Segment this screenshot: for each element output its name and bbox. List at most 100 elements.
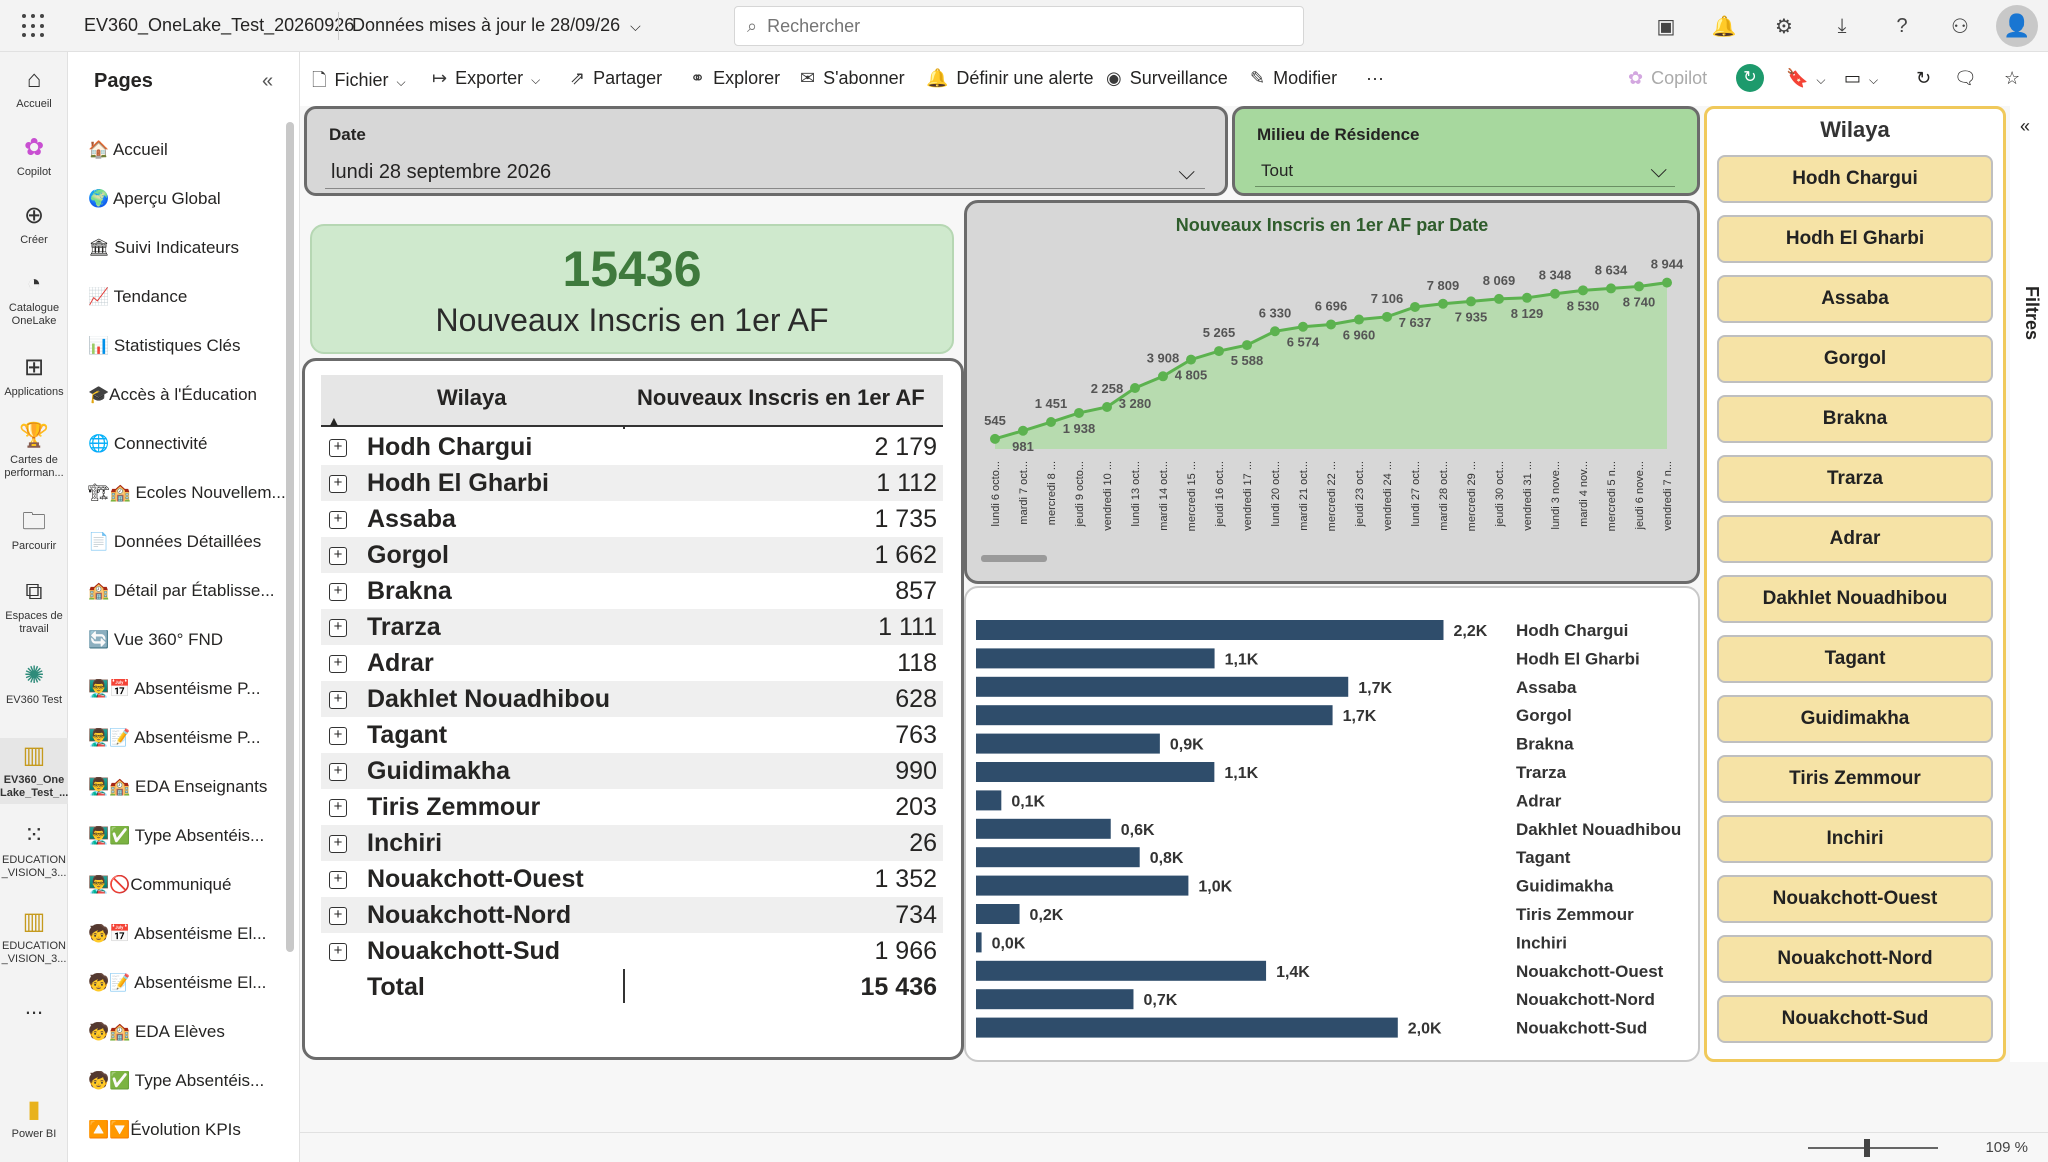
wilaya-button[interactable]: Guidimakha [1717,695,1993,743]
table-row[interactable]: + Inchiri 26 [321,825,943,861]
nav-copilot[interactable]: ✿ Copilot [0,134,68,179]
wilaya-button[interactable]: Trarza [1717,455,1993,503]
bar[interactable] [976,620,1444,640]
page-item[interactable]: 👨‍🏫🚫Communiqué [88,875,232,894]
alert-button[interactable]: 🔔 Définir une alerte [926,68,1094,89]
wilaya-button[interactable]: Nouakchott-Ouest [1717,875,1993,923]
share-feedback-icon[interactable]: ⚇ [1951,15,1969,38]
page-item[interactable]: 🏗🏫 Ecoles Nouvellem... [88,483,286,502]
nav-education-report[interactable]: ▥ EDUCATION _VISION_3... [0,908,68,966]
workspace-name[interactable]: EV360_OneLake_Test_20260926 [84,15,355,35]
line-point[interactable] [1522,292,1532,303]
expand-plus-icon[interactable]: + [329,799,347,817]
page-item[interactable]: 👨‍🏫🏫 EDA Enseignants [88,777,268,796]
page-item[interactable]: 🔄 Vue 360° FND [88,630,224,649]
zoom-slider[interactable] [1808,1147,1938,1149]
exporter-menu[interactable]: ↦ Exporter ⌵ [432,68,540,89]
reload-icon[interactable]: ↻ [1916,68,1932,88]
bar[interactable] [976,1017,1398,1038]
table-row[interactable]: + Hodh Chargui 2 179 [321,429,943,465]
collapse-icon[interactable]: « [262,70,274,92]
filters-label[interactable]: Filtres [2022,286,2042,341]
expand-plus-icon[interactable]: + [329,583,347,601]
bar[interactable] [976,790,1002,811]
bookmark-icon[interactable]: 🔖 ⌵ [1786,68,1826,88]
table-row[interactable]: + Tagant 763 [321,717,943,753]
panel-toggle-icon[interactable]: ▣ [1656,15,1676,38]
wilaya-button[interactable]: Tagant [1717,635,1993,683]
table-row[interactable]: + Nouakchott-Nord 734 [321,897,943,933]
table-row[interactable]: + Guidimakha 990 [321,753,943,789]
expand-plus-icon[interactable]: + [329,655,347,673]
bar[interactable] [976,989,1134,1010]
subscribe-button[interactable]: ✉ S'abonner [800,68,905,89]
line-point[interactable] [1270,326,1280,337]
help-icon[interactable]: ? [1896,14,1908,37]
line-point[interactable] [1326,319,1336,330]
page-item[interactable]: 🏫 Détail par Établisse... [88,581,275,600]
bar[interactable] [976,818,1111,839]
line-point[interactable] [1074,407,1084,418]
table-row[interactable]: + Dakhlet Nouadhibou 628 [321,681,943,717]
bar[interactable] [976,904,1020,924]
zoom-level[interactable]: 109 % [1985,1139,2028,1156]
copilot-button[interactable]: ✿ Copilot [1628,68,1707,89]
table-row[interactable]: + Trarza 1 111 [321,609,943,645]
expand-plus-icon[interactable]: + [329,511,347,529]
line-point[interactable] [1130,382,1140,393]
wilaya-button[interactable]: Nouakchott-Sud [1717,995,1993,1043]
notifications-icon[interactable]: 🔔 [1711,15,1737,38]
nav-powerbi[interactable]: ▮ Power BI [0,1096,68,1141]
date-slicer[interactable]: Date lundi 28 septembre 2026 ⌵ [304,106,1228,196]
page-item[interactable]: 🧒📅 Absentéisme El... [88,924,267,943]
nav-home[interactable]: ⌂ Accueil [0,66,68,111]
nav-education-dataset[interactable]: ⁙ EDUCATION _VISION_3... [0,822,68,880]
page-item[interactable]: 📈 Tendance [88,287,188,306]
view-icon[interactable]: ▭ ⌵ [1844,68,1879,88]
page-item[interactable]: 🔼🔽Évolution KPIs [88,1120,241,1139]
pages-scrollbar[interactable] [286,122,294,952]
table-row[interactable]: + Assaba 1 735 [321,501,943,537]
line-point[interactable] [1242,340,1252,351]
page-item[interactable]: 🧒🏫 EDA Elèves [88,1022,225,1041]
line-point[interactable] [1102,402,1112,413]
page-item[interactable]: 🏛 Suivi Indicateurs [88,238,240,257]
wilaya-button[interactable]: Brakna [1717,395,1993,443]
bar[interactable] [976,847,1140,868]
wilaya-button[interactable]: Adrar [1717,515,1993,563]
page-item[interactable]: 🌍 Aperçu Global [88,189,221,208]
bar[interactable] [976,648,1215,669]
line-point[interactable] [1438,298,1448,309]
table-row[interactable]: + Nouakchott-Ouest 1 352 [321,861,943,897]
nav-workspaces[interactable]: ⧉ Espaces de travail [0,578,68,636]
line-point[interactable] [1158,371,1168,382]
expand-plus-icon[interactable]: + [329,907,347,925]
page-item[interactable]: 🌐 Connectivité [88,434,208,453]
bar[interactable] [976,762,1215,782]
table-row[interactable]: + Nouakchott-Sud 1 966 [321,933,943,969]
wilaya-button[interactable]: Nouakchott-Nord [1717,935,1993,983]
line-point[interactable] [1382,311,1392,322]
refresh-status-icon[interactable]: ↻ [1736,64,1764,92]
wilaya-button[interactable]: Inchiri [1717,815,1993,863]
wilaya-button[interactable]: Assaba [1717,275,1993,323]
expand-plus-icon[interactable]: + [329,691,347,709]
bar[interactable] [976,733,1160,754]
expand-icon[interactable]: « [2020,116,2031,136]
expand-plus-icon[interactable]: + [329,439,347,457]
chart-scrollbar[interactable] [981,555,1047,562]
expand-plus-icon[interactable]: + [329,871,347,889]
wilaya-button[interactable]: Dakhlet Nouadhibou [1717,575,1993,623]
date-dropdown[interactable]: lundi 28 septembre 2026 ⌵ [325,153,1205,189]
wilaya-button[interactable]: Hodh El Gharbi [1717,215,1993,263]
nav-browse[interactable]: 🗀 Parcourir [0,508,68,553]
favorite-icon[interactable]: ☆ [2004,68,2021,88]
col-header-wilaya[interactable]: Wilaya [437,385,507,410]
partager-button[interactable]: ⇗ Partager [570,68,662,89]
avatar[interactable]: 👤 [1996,5,2038,47]
nav-apps[interactable]: ⊞ Applications [0,354,68,399]
bar[interactable] [976,676,1349,697]
line-point[interactable] [1550,288,1560,299]
table-row[interactable]: + Adrar 118 [321,645,943,681]
nav-more[interactable]: ... [0,996,68,1018]
